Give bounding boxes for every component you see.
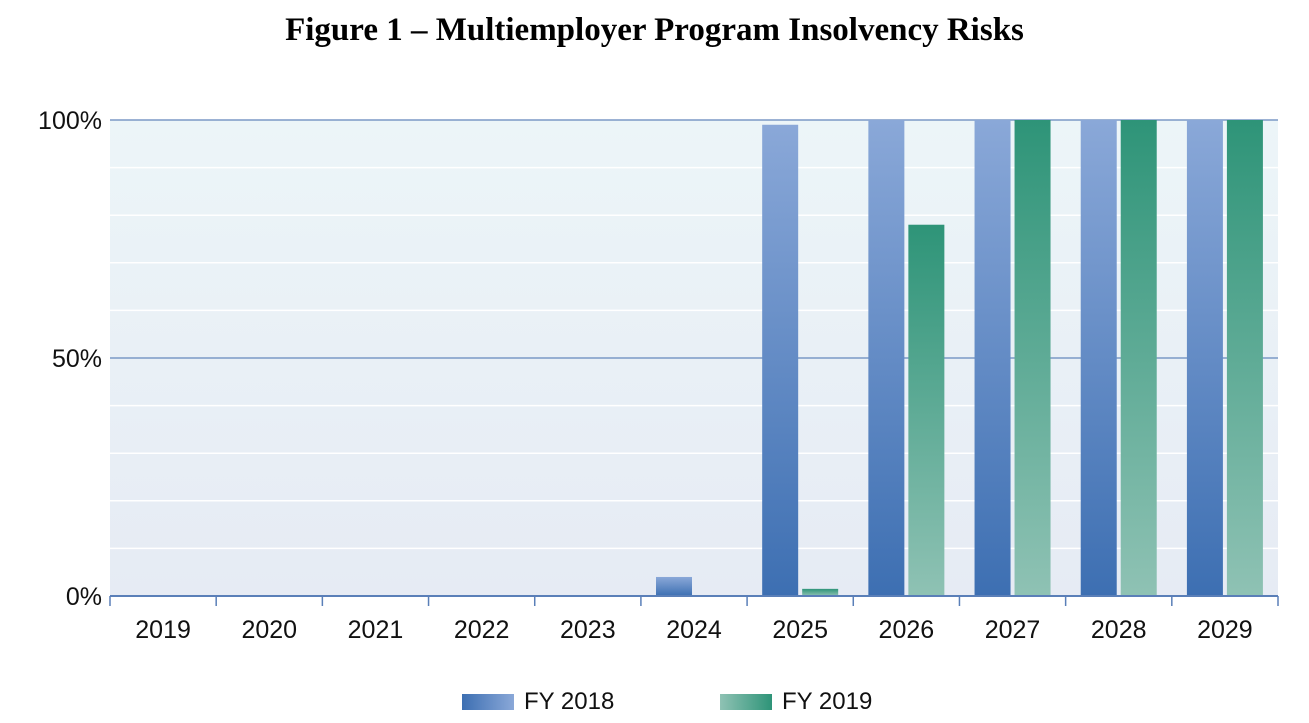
bar-2-2028 <box>1120 120 1157 596</box>
x-tick-label-2025: 2025 <box>772 616 828 644</box>
x-tick-label-2019: 2019 <box>135 616 191 644</box>
bar-2-2025 <box>802 588 839 596</box>
bar-1-2028 <box>1080 120 1117 596</box>
legend-swatch-series-1 <box>462 694 514 710</box>
legend: FY 2018 FY 2019 <box>0 688 1309 718</box>
bar-chart: 2019 2020 2021 2022 2023 2024 2025 2026 2027 2028… <box>38 107 1279 644</box>
bar-1-2027 <box>974 120 1011 596</box>
bar-2-2029 <box>1226 120 1263 596</box>
x-tick-label-2022: 2022 <box>454 616 510 644</box>
y-tick-label: 100% <box>38 107 102 135</box>
legend-label-series-1: FY 2018 <box>524 688 615 715</box>
x-tick-label-2029: 2029 <box>1197 616 1253 644</box>
x-tick-label-2020: 2020 <box>241 616 297 644</box>
x-tick-label-2021: 2021 <box>348 616 404 644</box>
bar-2-2026 <box>908 224 945 596</box>
bar-1-2026 <box>868 120 905 596</box>
y-tick-label: 0% <box>66 583 102 611</box>
bar-1-2025 <box>762 124 799 596</box>
y-tick-label: 50% <box>52 345 102 373</box>
x-tick-label-2024: 2024 <box>666 616 722 644</box>
x-tick-label-2023: 2023 <box>560 616 616 644</box>
legend-swatch-series-2 <box>720 694 772 710</box>
bar-1-2029 <box>1186 120 1223 596</box>
x-tick-label-2028: 2028 <box>1091 616 1147 644</box>
x-tick-label-2027: 2027 <box>985 616 1041 644</box>
chart-title: Figure 1 – Multiemployer Program Insolve… <box>285 12 1024 48</box>
legend-item-series-2: FY 2019 <box>720 688 872 716</box>
bar-1-2024 <box>656 576 692 596</box>
legend-item-series-1: FY 2018 <box>462 688 614 716</box>
x-tick-label-2026: 2026 <box>879 616 935 644</box>
legend-label-series-2: FY 2019 <box>782 688 873 715</box>
bar-2-2027 <box>1014 120 1051 596</box>
